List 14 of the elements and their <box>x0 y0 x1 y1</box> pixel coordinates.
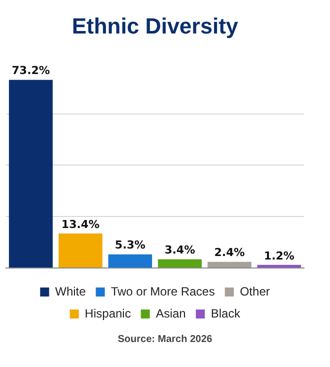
data-label: 13.4% <box>61 218 100 231</box>
legend-label: Two or More Races <box>110 284 215 298</box>
data-label: 2.4% <box>214 246 245 260</box>
data-label: 3.4% <box>164 244 196 257</box>
data-label: 73.2% <box>12 64 50 78</box>
data-label: 5.3% <box>114 238 146 252</box>
legend-label: Other <box>240 284 270 298</box>
legend-label: Black <box>210 306 242 320</box>
legend-label: Hispanic <box>84 306 131 320</box>
data-label: 1.2% <box>264 249 294 262</box>
chart-title: Ethnic Diversity <box>72 13 239 38</box>
legend-label: Asian <box>156 306 186 320</box>
legend-label: White <box>55 284 86 298</box>
source-note: Source: March 2026 <box>116 334 214 345</box>
